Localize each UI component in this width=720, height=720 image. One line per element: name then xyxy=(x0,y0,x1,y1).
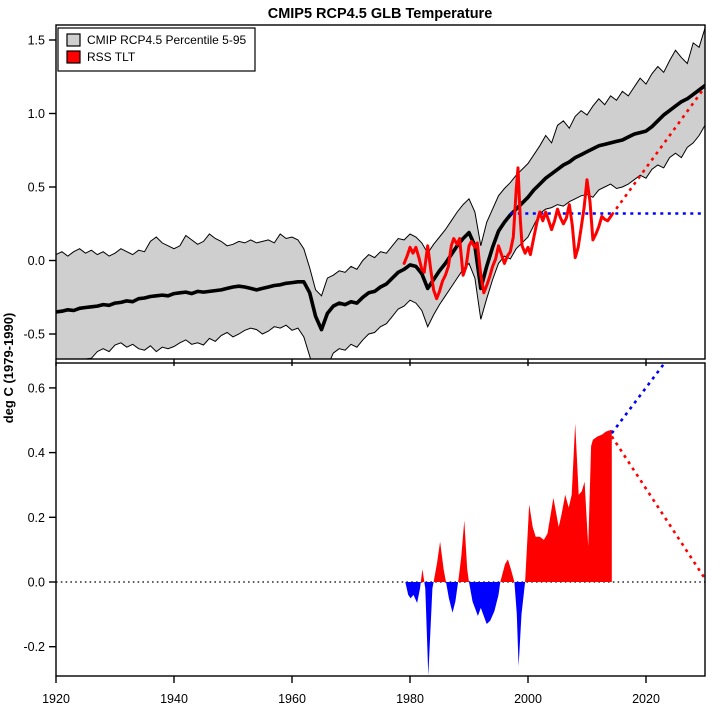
bottom-panel-ytick-label: -0.2 xyxy=(23,640,45,654)
bottom-panel-xtick-label: 1980 xyxy=(396,692,424,706)
bottom-panel-plot-area xyxy=(56,363,705,676)
top-panel-ytick-label: 0.5 xyxy=(28,181,45,195)
legend-swatch-cmip-band xyxy=(66,33,81,47)
bottom-panel-ytick-label: 0.6 xyxy=(28,381,45,395)
top-panel-plot-area xyxy=(56,28,705,359)
legend: CMIP RCP4.5 Percentile 5-95 RSS TLT xyxy=(57,27,256,72)
cmip-median-line xyxy=(56,83,705,332)
obs-warmer-fill xyxy=(405,581,612,676)
top-panel-ytick-label: 0.0 xyxy=(28,254,45,268)
top-panel-ytick-label: 1.5 xyxy=(28,33,45,47)
legend-swatch-rss xyxy=(66,50,81,64)
bottom-panel-xtick-label: 1940 xyxy=(160,692,188,706)
diff-obs-follows-model-projection-line xyxy=(610,435,705,580)
axes-layer: -0.5 0.0 0.5 1.0 1.5 -0.2 0.0 0.2 0.4 0.6 1920 1940… xyxy=(23,33,659,706)
bottom-panel-ytick-label: 0.4 xyxy=(28,446,45,460)
bottom-panel-xtick-label: 2020 xyxy=(632,692,660,706)
legend-label-cmip-band: CMIP RCP4.5 Percentile 5-95 xyxy=(87,33,247,47)
top-panel-border xyxy=(55,24,706,360)
cmip-percentile-band xyxy=(56,28,705,359)
bottom-panel-border xyxy=(55,362,706,677)
rss-tlt-line xyxy=(402,166,614,301)
bottom-panel-xtick-label: 2000 xyxy=(514,692,542,706)
top-panel-ytick-label: -0.5 xyxy=(23,328,45,342)
top-panel-ytick-label: 1.0 xyxy=(28,107,45,121)
legend-label-rss: RSS TLT xyxy=(87,50,136,64)
bottom-panel-ytick-label: 0.0 xyxy=(28,575,45,589)
bottom-panel-xtick-label: 1920 xyxy=(42,692,70,706)
bottom-panel-xtick-label: 1960 xyxy=(278,692,306,706)
plot-layers xyxy=(56,28,705,676)
model-warmer-fill xyxy=(420,423,612,582)
chart-title: CMIP5 RCP4.5 GLB Temperature xyxy=(268,6,493,22)
bottom-panel-ytick-label: 0.2 xyxy=(28,511,45,525)
diff-obs-flat-projection-line xyxy=(610,363,667,434)
legend-box xyxy=(57,27,256,72)
y-axis-label: deg C (1979-1990) xyxy=(1,313,16,424)
